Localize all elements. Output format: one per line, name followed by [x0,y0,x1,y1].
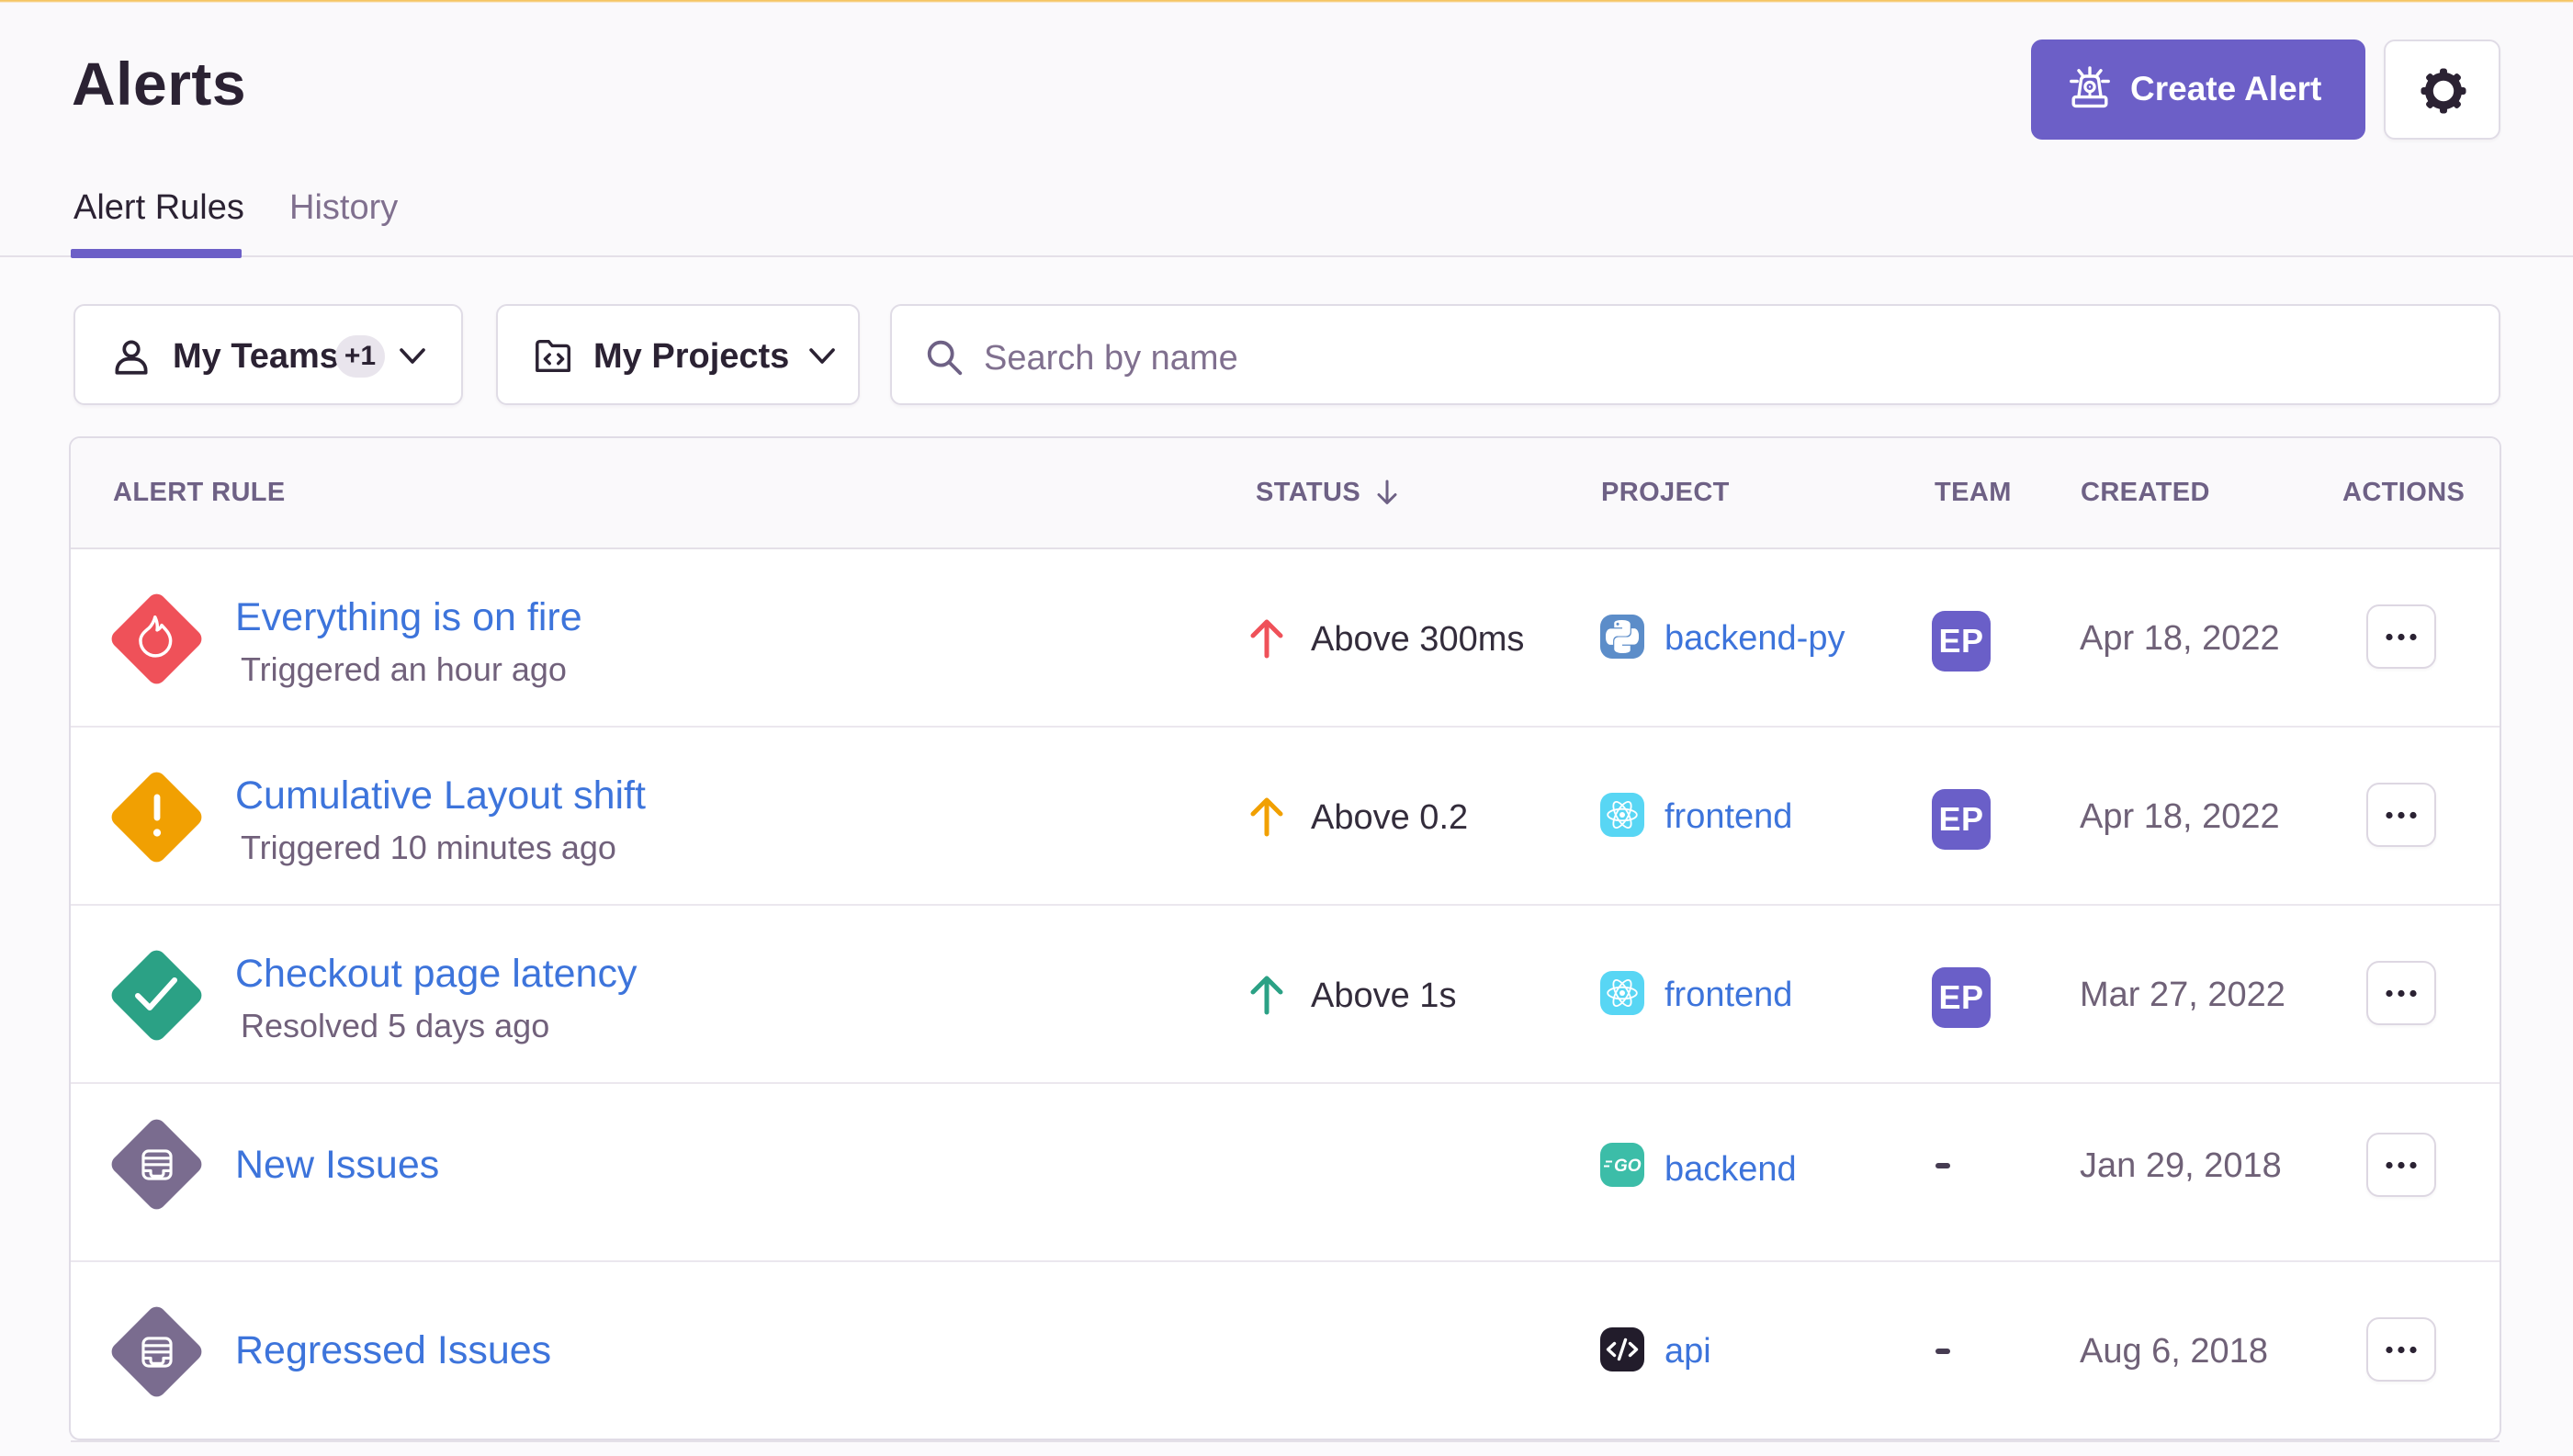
svg-text:GO: GO [1614,1157,1642,1176]
